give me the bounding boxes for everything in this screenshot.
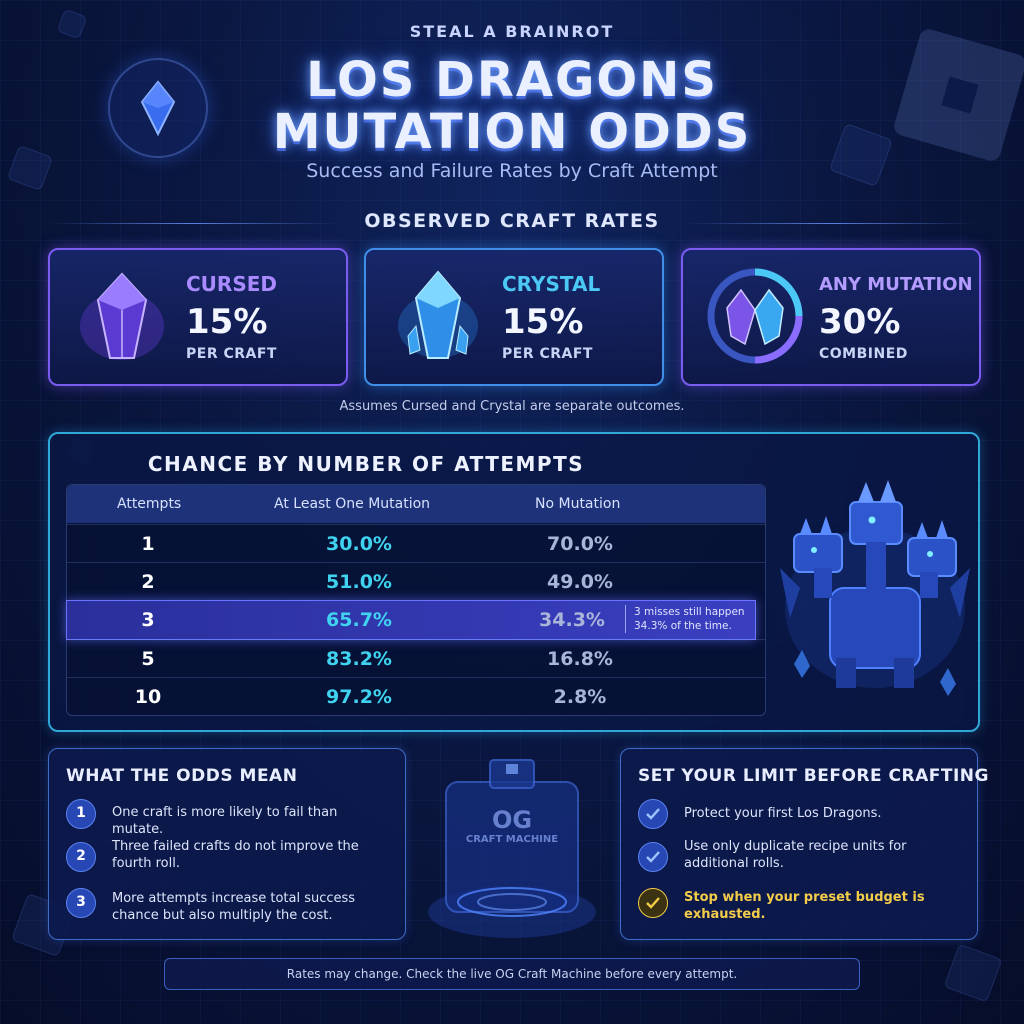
odds-item-text: Three failed crafts do not improve the f… bbox=[112, 839, 359, 871]
attempts-panel-title: CHANCE BY NUMBER OF ATTEMPTS bbox=[147, 452, 585, 476]
card-percent: 15% bbox=[186, 302, 268, 342]
card-percent: 30% bbox=[819, 302, 901, 342]
card-percent: 15% bbox=[502, 302, 584, 342]
craft-machine-icon bbox=[420, 752, 604, 948]
checkmark-icon bbox=[638, 842, 668, 872]
cell-no-mutation: 16.8% bbox=[547, 648, 613, 670]
odds-meaning-panel bbox=[48, 748, 406, 940]
column-header-no-mutation: No Mutation bbox=[535, 496, 621, 512]
cell-attempts: 5 bbox=[141, 648, 155, 670]
cell-attempts: 3 bbox=[141, 609, 155, 631]
blue-crystal-icon bbox=[388, 266, 488, 366]
table-row: 2 51.0% 49.0% bbox=[67, 562, 765, 601]
step-number-badge: 2 bbox=[66, 842, 96, 872]
machine-label-name: CRAFT MACHINE bbox=[465, 834, 559, 845]
three-headed-dragon-icon bbox=[780, 478, 970, 708]
cell-no-mutation: 70.0% bbox=[547, 533, 613, 555]
limit-item-text: Use only duplicate recipe units for addi… bbox=[684, 839, 907, 871]
game-kicker: STEAL A BRAINROT bbox=[409, 22, 615, 41]
cell-attempts: 1 bbox=[141, 533, 155, 555]
card-unit: COMBINED bbox=[819, 346, 908, 362]
table-header: Attempts At Least One Mutation No Mutati… bbox=[67, 485, 765, 523]
card-unit: PER CRAFT bbox=[186, 346, 277, 362]
cell-attempts: 2 bbox=[141, 571, 155, 593]
card-unit: PER CRAFT bbox=[502, 346, 593, 362]
column-header-at-least-one: At Least One Mutation bbox=[274, 496, 431, 512]
table-row: 1 30.0% 70.0% bbox=[67, 524, 765, 563]
card-name: CURSED bbox=[186, 272, 277, 296]
cell-no-mutation: 34.3% bbox=[539, 609, 605, 631]
cell-attempts: 10 bbox=[134, 686, 162, 708]
dual-crystal-icon bbox=[705, 266, 805, 366]
cell-no-mutation: 2.8% bbox=[553, 686, 607, 708]
purple-crystal-icon bbox=[72, 266, 172, 366]
checkmark-icon bbox=[638, 799, 668, 829]
card-name: ANY MUTATION bbox=[819, 274, 973, 295]
table-row-highlighted: 3 65.7% 34.3% 3 misses still happen 34.3… bbox=[66, 600, 756, 640]
any-mutation-rate-card: ANY MUTATION 30% COMBINED bbox=[681, 248, 981, 386]
odds-item-text: More attempts increase total success cha… bbox=[112, 891, 356, 923]
cell-at-least-one: 51.0% bbox=[326, 571, 392, 593]
odds-panel-title: WHAT THE ODDS MEAN bbox=[66, 766, 298, 786]
rates-section-title: OBSERVED CRAFT RATES bbox=[364, 210, 660, 232]
page-title-line1: LOS DRAGONS bbox=[306, 52, 718, 108]
limit-panel bbox=[620, 748, 978, 940]
column-header-attempts: Attempts bbox=[117, 496, 182, 512]
attempts-table: Attempts At Least One Mutation No Mutati… bbox=[66, 484, 766, 716]
cursed-rate-card: CURSED 15% PER CRAFT bbox=[48, 248, 348, 386]
cell-at-least-one: 65.7% bbox=[326, 609, 392, 631]
gem-badge-icon bbox=[108, 58, 208, 158]
crystal-rate-card: CRYSTAL 15% PER CRAFT bbox=[364, 248, 664, 386]
cell-at-least-one: 30.0% bbox=[326, 533, 392, 555]
cell-no-mutation: 49.0% bbox=[547, 571, 613, 593]
step-number-badge: 1 bbox=[66, 799, 96, 829]
limit-item-text: Protect your first Los Dragons. bbox=[684, 806, 882, 821]
machine-label-og: OG bbox=[491, 806, 533, 834]
table-row: 10 97.2% 2.8% bbox=[67, 677, 765, 716]
section-divider bbox=[48, 223, 338, 224]
card-name: CRYSTAL bbox=[502, 272, 601, 296]
cell-at-least-one: 83.2% bbox=[326, 648, 392, 670]
cell-at-least-one: 97.2% bbox=[326, 686, 392, 708]
footer-disclaimer: Rates may change. Check the live OG Craf… bbox=[164, 958, 860, 990]
rates-assumption-note: Assumes Cursed and Crystal are separate … bbox=[339, 399, 685, 414]
table-row: 5 83.2% 16.8% bbox=[67, 639, 765, 678]
row-callout-note: 3 misses still happen 34.3% of the time. bbox=[625, 605, 762, 633]
page-title-line2: MUTATION ODDS bbox=[272, 104, 752, 160]
step-number-badge: 3 bbox=[66, 888, 96, 918]
limit-item-highlight: Stop when your preset budget is exhauste… bbox=[684, 890, 925, 922]
page-subtitle: Success and Failure Rates by Craft Attem… bbox=[306, 160, 718, 182]
limit-panel-title: SET YOUR LIMIT BEFORE CRAFTING bbox=[638, 766, 989, 786]
odds-item-text: One craft is more likely to fail than mu… bbox=[112, 805, 338, 837]
section-divider bbox=[686, 223, 976, 224]
warning-check-icon bbox=[638, 888, 668, 918]
